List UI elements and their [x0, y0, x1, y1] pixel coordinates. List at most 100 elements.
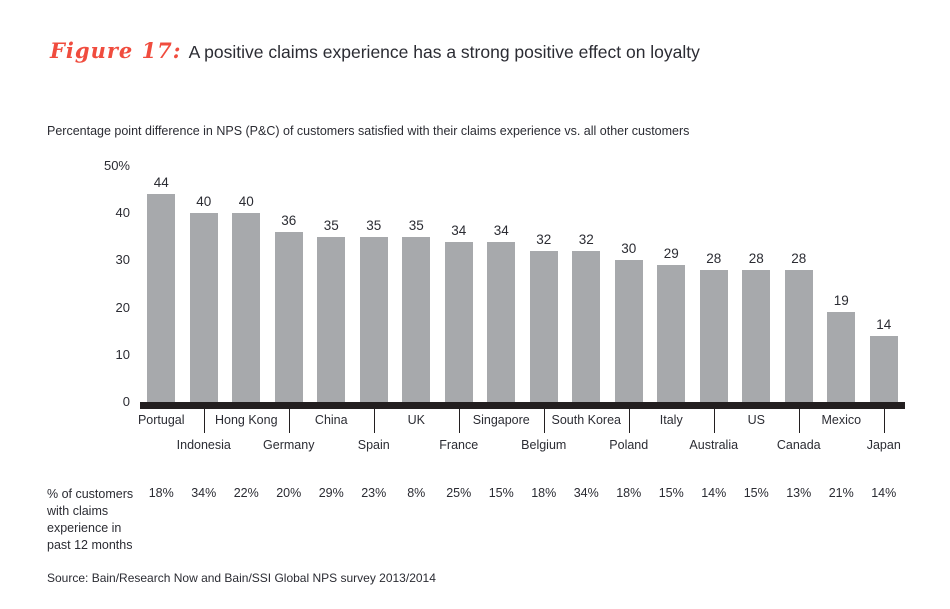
x-axis-country-label: Poland [609, 438, 649, 452]
bar-slot: 28 [735, 166, 778, 402]
bar [869, 336, 898, 402]
claims-pct-value: 14% [871, 486, 897, 500]
y-axis: 50% 40 30 20 10 0 [0, 158, 130, 409]
claims-pct-value: 15% [488, 486, 514, 500]
claims-pct-value: 29% [318, 486, 344, 500]
bar-value-label: 34 [493, 223, 509, 238]
x-axis-country-label: France [439, 438, 479, 452]
bar-slot: 32 [565, 166, 608, 402]
bar [402, 237, 431, 402]
chart-subtitle: Percentage point difference in NPS (P&C)… [47, 124, 690, 138]
bar-slot: 40 [183, 166, 226, 402]
bar-slot: 44 [140, 166, 183, 402]
x-axis-labels: Portugal Indonesia Hong Kong Germany China Sp… [137, 409, 905, 463]
bar-slot: 36 [268, 166, 311, 402]
y-tick-label: 20 [115, 299, 130, 315]
x-axis-country-label: Hong Kong [214, 413, 278, 427]
bar [317, 237, 346, 402]
bars-container: 44 40 40 36 35 35 35 34 34 32 32 30 29 28 28 28 19 14 [140, 166, 905, 402]
bar-value-label: 28 [748, 251, 764, 266]
y-tick-label: 40 [115, 205, 130, 221]
claims-pct-value: 15% [743, 486, 769, 500]
claims-pct-value: 21% [828, 486, 854, 500]
bar [699, 270, 728, 402]
bar-slot: 32 [523, 166, 566, 402]
bar-slot: 14 [863, 166, 906, 402]
claims-row-label: % of customers with claims experience in pa… [47, 486, 133, 554]
claims-pct-value: 18% [531, 486, 557, 500]
claims-pct-value: 34% [191, 486, 217, 500]
bar [147, 194, 176, 402]
claims-pct-value: 23% [361, 486, 387, 500]
bar-value-label: 32 [578, 232, 594, 247]
claims-pct-value: 22% [233, 486, 259, 500]
bar [487, 242, 516, 402]
x-label-leader-line [543, 409, 545, 433]
figure-number-label: Figure 17: [50, 38, 182, 63]
figure-caption: A positive claims experience has a stron… [188, 42, 700, 62]
bar-value-label: 40 [238, 194, 254, 209]
x-axis-country-label: Belgium [521, 438, 567, 452]
x-label-leader-line [883, 409, 885, 433]
claims-pct-value: 18% [148, 486, 174, 500]
bar [572, 251, 601, 402]
bar [784, 270, 813, 402]
x-axis-country-label: UK [407, 413, 425, 427]
x-axis-country-label: China [314, 413, 348, 427]
x-axis-country-label: Portugal [137, 413, 185, 427]
y-tick-label: 10 [115, 346, 130, 362]
figure-title: Figure 17: A positive claims experience h… [50, 38, 700, 63]
bar-slot: 29 [650, 166, 693, 402]
bar [657, 265, 686, 402]
bar-value-label: 44 [153, 175, 169, 190]
bar-value-label: 36 [281, 213, 297, 228]
bar-slot: 19 [820, 166, 863, 402]
bar-slot: 34 [480, 166, 523, 402]
x-axis-country-label: Japan [866, 438, 901, 452]
claims-label-line: with claims [47, 504, 109, 518]
bar-value-label: 19 [833, 293, 849, 308]
bar-value-label: 35 [366, 218, 382, 233]
bar [189, 213, 218, 402]
bar-slot: 35 [353, 166, 396, 402]
x-label-leader-line [713, 409, 715, 433]
x-label-leader-line [798, 409, 800, 433]
plot-area: 44 40 40 36 35 35 35 34 34 32 32 30 29 28 28 28 19 14 Por… [137, 166, 905, 463]
claims-pct-value: 13% [786, 486, 812, 500]
x-axis-country-label: Germany [263, 438, 315, 452]
claims-pct-value: 20% [276, 486, 302, 500]
bar [742, 270, 771, 402]
bar-slot: 28 [778, 166, 821, 402]
x-axis-country-label: Italy [659, 413, 683, 427]
bar [359, 237, 388, 402]
bar [529, 251, 558, 402]
y-tick-label: 50% [103, 158, 130, 173]
bar-slot: 34 [438, 166, 481, 402]
x-axis-country-label: Indonesia [176, 438, 231, 452]
claims-pct-value: 34% [573, 486, 599, 500]
claims-label-line: experience in [47, 521, 122, 535]
x-axis-country-label: Canada [776, 438, 821, 452]
y-tick-label: 30 [115, 252, 130, 268]
claims-label-line: % of customers [47, 487, 134, 501]
x-label-leader-line [203, 409, 205, 433]
bar-value-label: 28 [791, 251, 807, 266]
x-label-leader-line [628, 409, 630, 433]
claims-pct-value: 18% [616, 486, 642, 500]
claims-pct-value: 25% [446, 486, 472, 500]
bar [444, 242, 473, 402]
bar-value-label: 29 [663, 246, 679, 261]
bar-value-label: 40 [196, 194, 212, 209]
bar-value-label: 30 [621, 241, 637, 256]
x-axis-country-label: Singapore [472, 413, 530, 427]
bar [232, 213, 261, 402]
claims-pct-value: 15% [658, 486, 684, 500]
bar-value-label: 35 [323, 218, 339, 233]
bar-slot: 35 [310, 166, 353, 402]
bar-value-label: 35 [408, 218, 424, 233]
x-axis-country-label: US [747, 413, 765, 427]
claims-row-values: 18% 34% 22% 20% 29% 23% 8% 25% 15% 18% 34% 18% 15% 14… [140, 486, 905, 500]
x-axis-country-label: Mexico [821, 413, 862, 427]
bar [274, 232, 303, 402]
x-axis-country-label: Australia [689, 438, 739, 452]
